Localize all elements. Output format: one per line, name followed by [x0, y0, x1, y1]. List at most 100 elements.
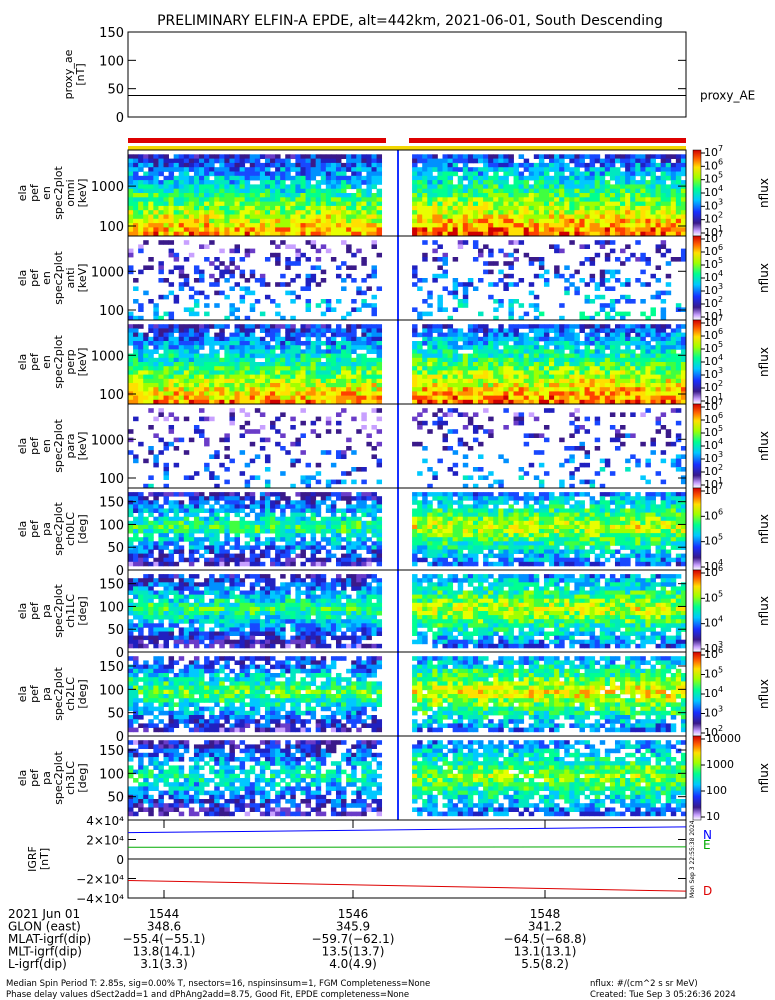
- spectrogram-cell: [543, 180, 550, 185]
- spectrogram-cell: [680, 210, 687, 215]
- spectrogram-cell: [488, 282, 494, 287]
- spectrogram-cell: [173, 395, 180, 401]
- spectrogram-cell: [640, 399, 646, 405]
- spectrogram-cell: [412, 282, 418, 287]
- spectrogram-cell: [675, 437, 682, 443]
- spectrogram-cell: [244, 290, 251, 296]
- spectrogram-cell: [371, 227, 377, 233]
- colorbar-tick-label: 106: [704, 327, 723, 342]
- spectrogram-cell: [285, 362, 291, 367]
- spectrogram-cell: [275, 336, 281, 342]
- spectrogram-cell: [483, 387, 489, 392]
- spectrogram-cell: [660, 214, 667, 220]
- spectrogram-cell: [188, 180, 195, 185]
- spectrogram-cell: [148, 349, 154, 354]
- spectrogram-cell: [543, 471, 550, 476]
- spectrogram-cell: [518, 387, 525, 392]
- spectrogram-cell: [437, 408, 443, 413]
- spectrogram-cell: [569, 387, 575, 392]
- spectrogram-cell: [523, 362, 530, 367]
- spectrogram-cell: [371, 307, 377, 312]
- spectrogram-cell: [280, 399, 286, 405]
- spectrogram-cell: [528, 374, 535, 380]
- spectrogram-cell: [645, 231, 651, 237]
- spectrogram-cell: [543, 332, 550, 338]
- spectrogram-cell: [305, 218, 312, 224]
- spectrogram-cell: [275, 311, 281, 317]
- spectrogram-cell: [310, 391, 317, 396]
- spectrogram-cell: [310, 193, 317, 198]
- spectrogram-cell: [219, 395, 225, 401]
- spectrogram-cell: [675, 328, 682, 333]
- spectrogram-cell: [493, 162, 499, 168]
- spectrogram-cell: [508, 273, 514, 279]
- spectrogram-cell: [538, 370, 545, 375]
- spectrogram-cell: [467, 366, 474, 371]
- spectrogram-cell: [670, 408, 677, 413]
- spectrogram-cell: [280, 353, 286, 359]
- spectrogram-cell: [264, 467, 271, 472]
- spectrogram-cell: [564, 374, 570, 380]
- spectrogram-cell: [513, 416, 519, 422]
- spectrogram-cell: [670, 399, 677, 405]
- spectrogram-cell: [620, 349, 626, 354]
- spectrogram-cell: [275, 218, 281, 224]
- spectrogram-cell: [325, 328, 332, 333]
- colorbar-tick-label: 105: [704, 256, 723, 271]
- spectrogram-cell: [193, 158, 200, 164]
- spectrogram-cell: [264, 341, 271, 346]
- spectrogram-cell: [670, 349, 677, 354]
- spectrogram-cell: [148, 299, 154, 304]
- spectrogram-cell: [315, 324, 322, 329]
- spectrogram-cell: [680, 197, 687, 202]
- spectrogram-cell: [361, 336, 367, 342]
- spectrogram-cell: [376, 429, 383, 434]
- spectrogram-cell: [422, 332, 428, 338]
- spectrogram-cell: [148, 210, 154, 215]
- spectrogram-cell: [163, 175, 169, 181]
- spectrogram-cell: [219, 162, 225, 168]
- spectrogram-cell: [422, 383, 428, 388]
- spectrogram-cell: [675, 218, 682, 224]
- spectrogram-cell: [244, 336, 251, 342]
- spectrogram-cell: [614, 349, 621, 354]
- spectrogram-cell: [193, 341, 200, 346]
- spectrogram-cell: [670, 370, 677, 375]
- spectrogram-cell: [503, 395, 509, 401]
- spectrogram-cell: [564, 383, 570, 388]
- spectrogram-cell: [371, 391, 377, 396]
- spectrogram-cell: [554, 210, 560, 215]
- spectrogram-cell: [549, 162, 555, 168]
- spectrogram-cell: [543, 188, 550, 194]
- spectrogram-cell: [371, 273, 377, 279]
- spectrogram-cell: [128, 193, 134, 198]
- spectrogram-cell: [574, 269, 580, 275]
- spectrogram-cell: [442, 223, 448, 228]
- spectrogram-cell: [254, 378, 261, 384]
- spectrogram-cell: [472, 154, 479, 159]
- spectrogram-cell: [630, 223, 636, 228]
- spectrogram-cell: [533, 171, 540, 177]
- spectrogram-cell: [163, 214, 169, 220]
- spectrogram-cell: [442, 218, 448, 224]
- spectrogram-cell: [564, 218, 570, 224]
- spectrogram-cell: [280, 214, 286, 220]
- spectrogram-cell: [523, 324, 530, 329]
- spectrogram-cell: [503, 282, 509, 287]
- spectrogram-cell: [579, 278, 585, 283]
- spectrogram-cell: [417, 184, 423, 190]
- spectrogram-cell: [574, 210, 580, 215]
- spectrogram-cell: [589, 324, 596, 329]
- spectrogram-cell: [325, 210, 332, 215]
- spectrogram-cell: [371, 223, 377, 228]
- spectrogram-cell: [158, 437, 164, 443]
- spectrogram-cell: [168, 332, 175, 338]
- colorbar-tick-base: 10: [704, 213, 718, 226]
- spectrogram-cell: [457, 180, 464, 185]
- spectrogram-cell: [493, 315, 499, 321]
- spectrogram-cell: [457, 223, 464, 228]
- spectrogram-cell: [417, 167, 423, 172]
- spectrogram-cell: [224, 197, 230, 202]
- spectrogram-cell: [427, 290, 433, 296]
- colorbar-tick-label: 105: [704, 424, 723, 439]
